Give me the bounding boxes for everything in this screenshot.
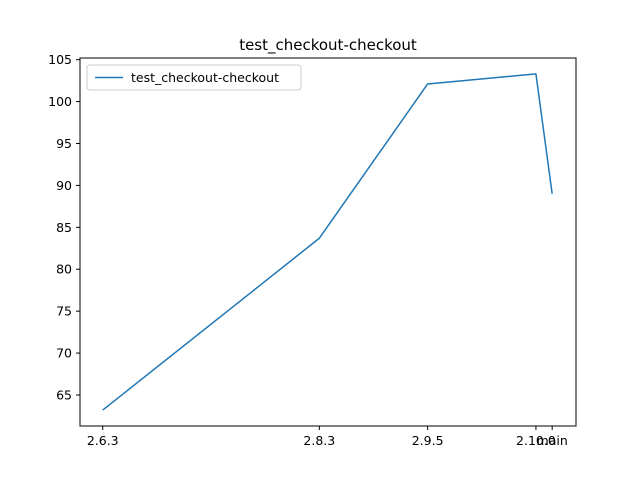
legend-label: test_checkout-checkout: [131, 70, 279, 85]
series-line: [102, 73, 553, 411]
x-tick-label: main: [537, 433, 568, 448]
legend-box: [86, 64, 302, 91]
y-tick-label: 80: [56, 262, 72, 277]
y-tick-label: 95: [56, 136, 72, 151]
y-tick-label: 90: [56, 178, 72, 193]
y-tick-label: 75: [56, 304, 72, 319]
x-tick-label: 2.6.3: [87, 433, 119, 448]
axes-frame: [79, 57, 577, 427]
y-tick-label: 70: [56, 346, 72, 361]
x-tick-label: 2.8.3: [303, 433, 335, 448]
chart-title: test_checkout-checkout: [239, 36, 417, 55]
y-tick-label: 85: [56, 220, 72, 235]
plot-area: 65 70 75 80 85 90 95 100 105 2.6.3 2.8.3 2.9.5 2.10.…: [48, 52, 577, 448]
x-tick-label: 2.9.5: [412, 433, 444, 448]
y-tick-label: 105: [48, 52, 72, 67]
y-tick-label: 100: [48, 94, 72, 109]
y-tick-label: 65: [56, 387, 72, 402]
x-tick-label: 2.10.0: [516, 433, 556, 448]
